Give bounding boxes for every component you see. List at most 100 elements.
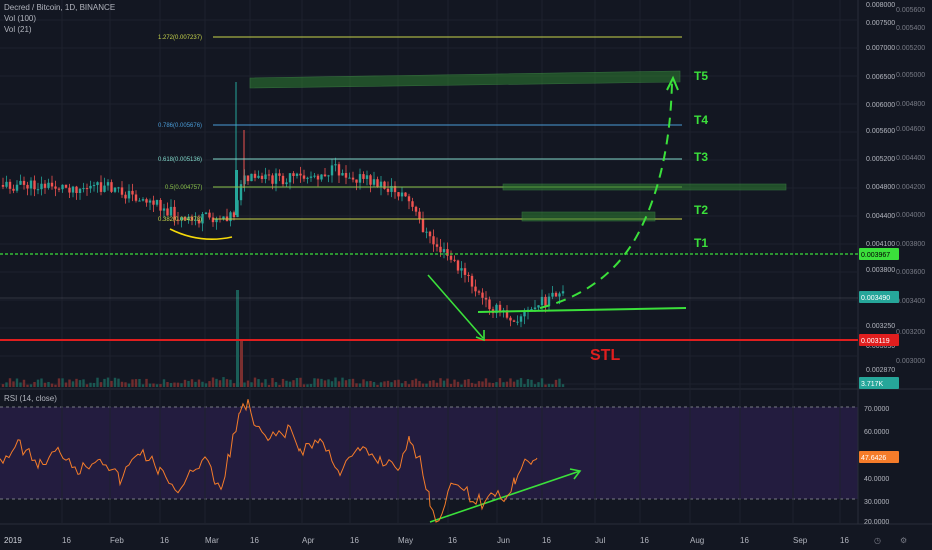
volume-bar <box>208 381 210 387</box>
volume-bar <box>464 380 466 387</box>
volume-bar <box>268 385 270 387</box>
volume-bar <box>19 382 21 387</box>
candle <box>292 173 294 176</box>
volume-bar <box>30 384 32 387</box>
candle <box>65 185 67 188</box>
volume-bar <box>47 382 49 387</box>
volume-bar <box>5 382 7 387</box>
volume-bar <box>285 381 287 387</box>
candle <box>23 181 25 185</box>
volume-bar <box>271 378 273 387</box>
volume-bar <box>327 379 329 387</box>
candle <box>257 176 259 178</box>
candle <box>537 305 539 307</box>
price-tick-inner: 0.004800 <box>896 101 925 108</box>
price-tick-inner: 0.004000 <box>896 212 925 219</box>
price-tick-inner: 0.005200 <box>896 45 925 52</box>
volume-bar <box>411 380 413 387</box>
candle <box>439 247 441 252</box>
candle <box>107 182 109 185</box>
candle <box>149 200 151 202</box>
volume-bar <box>467 379 469 387</box>
volume-bar <box>499 378 501 387</box>
rsi-tick: 40.0000 <box>864 476 889 483</box>
candle <box>131 191 133 195</box>
candle <box>296 174 298 176</box>
volume-bar <box>394 380 396 387</box>
volume-bar <box>544 385 546 387</box>
volume-bar <box>562 384 564 387</box>
candle <box>159 200 161 211</box>
volume-bar <box>422 384 424 387</box>
volume-bar <box>359 383 361 387</box>
price-tick-inner: 0.003800 <box>896 241 925 248</box>
time-tick: Aug <box>690 536 704 545</box>
volume-bar <box>138 379 140 387</box>
candle <box>303 175 305 178</box>
volume-bar <box>534 384 536 387</box>
volume-bar <box>173 383 175 387</box>
rsi-tick: 30.0000 <box>864 499 889 506</box>
volume-bar <box>177 383 179 387</box>
time-tick: 16 <box>640 536 649 545</box>
spike-candle <box>235 170 238 215</box>
price-tick: 0.006000 <box>866 102 895 109</box>
target-label-t2: T2 <box>694 203 708 217</box>
vol21-label[interactable]: Vol (21) <box>4 24 115 35</box>
candle <box>320 175 322 180</box>
volume-bar <box>229 380 231 387</box>
gear-icon: ⚙ <box>900 536 907 545</box>
time-tick: 16 <box>740 536 749 545</box>
volume-bar <box>478 381 480 387</box>
volume-bar <box>481 381 483 387</box>
volume-bar <box>51 384 53 387</box>
volume-bar <box>128 384 130 387</box>
candle <box>327 175 329 176</box>
candle <box>128 191 130 199</box>
candle <box>415 207 417 212</box>
time-tick: Apr <box>302 536 315 545</box>
candle <box>443 249 445 252</box>
volume-bar <box>149 384 151 387</box>
candle <box>404 193 406 197</box>
candle <box>513 320 515 321</box>
price-tick-inner: 0.004400 <box>896 155 925 162</box>
vol100-label[interactable]: Vol (100) <box>4 13 115 24</box>
candle <box>254 174 256 178</box>
symbol-title[interactable]: Decred / Bitcoin, 1D, BINANCE <box>4 2 115 13</box>
price-tick: 0.005600 <box>866 128 895 135</box>
volume-bar <box>166 382 168 387</box>
candle <box>523 312 525 317</box>
volume-bar <box>212 377 214 387</box>
current-price-tag-text: 0.003490 <box>861 295 890 302</box>
candle <box>208 213 210 218</box>
volume-bar <box>257 379 259 387</box>
volume-bar <box>429 381 431 387</box>
candle <box>170 207 172 216</box>
candle <box>166 208 168 215</box>
volume-bar <box>201 382 203 387</box>
volume-bar <box>44 383 46 387</box>
symbol-legend[interactable]: Decred / Bitcoin, 1D, BINANCE Vol (100) … <box>4 2 115 35</box>
volume-bar <box>264 379 266 387</box>
time-tick: Jun <box>497 536 510 545</box>
candle <box>352 178 354 180</box>
volume-bar <box>331 381 333 387</box>
rsi-legend[interactable]: RSI (14, close) <box>4 393 57 404</box>
candle <box>401 193 403 197</box>
volume-bar <box>450 384 452 387</box>
candle <box>534 307 536 309</box>
candle <box>432 236 434 244</box>
candle <box>457 260 459 270</box>
volume-bar <box>523 384 525 387</box>
price-tick-inner: 0.003200 <box>896 329 925 336</box>
volume-spike <box>236 290 239 387</box>
volume-bar <box>383 381 385 387</box>
candle <box>124 195 126 199</box>
candle <box>299 174 301 176</box>
price-tick: 0.003800 <box>866 267 895 274</box>
volume-bar <box>401 383 403 387</box>
candle <box>138 201 140 202</box>
